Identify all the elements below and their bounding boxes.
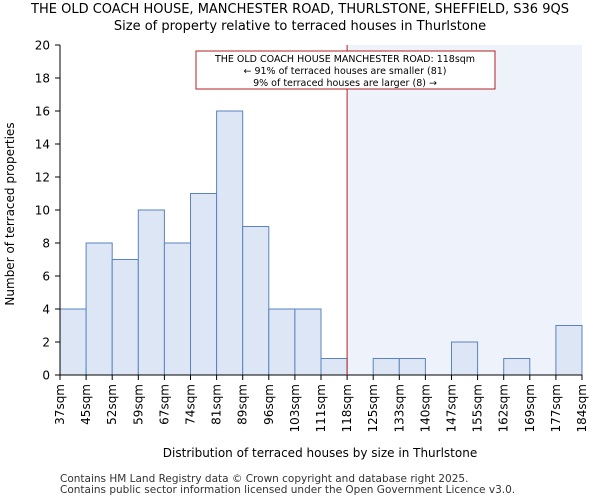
- x-tick-label: 133sqm: [392, 384, 406, 432]
- bar-111sqm: [320, 358, 348, 376]
- bar-125sqm: [372, 358, 400, 376]
- y-tick-label: 0: [42, 369, 50, 383]
- bar-147sqm: [451, 341, 479, 376]
- x-tick-label: 81sqm: [210, 384, 224, 425]
- bar-133sqm: [398, 358, 426, 376]
- x-tick-label: 177sqm: [549, 384, 563, 432]
- x-tick-label: 155sqm: [471, 384, 485, 432]
- bar-74sqm: [190, 193, 218, 376]
- y-tick-label: 4: [42, 303, 50, 317]
- x-tick-label: 147sqm: [445, 384, 459, 432]
- bar-37sqm: [59, 308, 87, 376]
- bar-67sqm: [163, 242, 191, 376]
- footer-line-1: Contains HM Land Registry data © Crown c…: [60, 473, 469, 485]
- annotation-line-3: 9% of terraced houses are larger (8) →: [253, 78, 437, 89]
- x-tick-label: 52sqm: [105, 384, 119, 425]
- y-tick-label: 16: [35, 105, 50, 119]
- y-tick-label: 6: [42, 270, 50, 284]
- y-tick-label: 10: [35, 204, 50, 218]
- bar-45sqm: [85, 242, 113, 376]
- x-tick-label: 184sqm: [575, 384, 589, 432]
- x-tick-label: 45sqm: [79, 384, 93, 425]
- annotation-line-1: THE OLD COACH HOUSE MANCHESTER ROAD: 118…: [214, 54, 475, 65]
- x-tick-label: 111sqm: [314, 384, 328, 432]
- x-tick-label: 169sqm: [523, 384, 537, 432]
- y-tick-label: 14: [35, 138, 50, 152]
- chart-subtitle: Size of property relative to terraced ho…: [113, 19, 487, 34]
- x-tick-label: 67sqm: [157, 384, 171, 425]
- bar-89sqm: [242, 226, 270, 376]
- x-tick-label: 140sqm: [418, 384, 432, 432]
- footer-line-2: Contains public sector information licen…: [60, 484, 516, 496]
- y-tick-label: 20: [35, 39, 50, 53]
- x-tick-label: 89sqm: [236, 384, 250, 425]
- bar-103sqm: [294, 308, 322, 376]
- bar-chart: 0 2 4 6 8 10 12 14 16 18 20 37sqm 45sqm 52sqm 59sqm 67…: [3, 39, 589, 461]
- x-tick-label: 59sqm: [131, 384, 145, 425]
- bar-81sqm: [216, 110, 244, 376]
- y-tick-label: 18: [35, 72, 50, 86]
- x-tick-label: 96sqm: [262, 384, 276, 425]
- annotation-line-2: ← 91% of terraced houses are smaller (81…: [243, 66, 446, 77]
- y-tick-label: 12: [35, 171, 50, 185]
- x-tick-label: 37sqm: [53, 384, 67, 425]
- x-axis-label: Distribution of terraced houses by size …: [163, 446, 477, 460]
- y-tick-label: 2: [42, 336, 50, 350]
- bar-96sqm: [268, 308, 296, 376]
- x-tick-label: 103sqm: [288, 384, 302, 432]
- x-tick-label: 162sqm: [497, 384, 511, 432]
- y-tick-label: 8: [42, 237, 50, 251]
- x-tick-label: 74sqm: [184, 384, 198, 425]
- larger-region-shade: [347, 45, 582, 375]
- annotation-box: [195, 50, 496, 90]
- bar-162sqm: [503, 358, 531, 376]
- chart-title: THE OLD COACH HOUSE, MANCHESTER ROAD, TH…: [31, 2, 569, 17]
- x-tick-label: 118sqm: [340, 384, 354, 432]
- bar-177sqm: [555, 325, 583, 376]
- bar-52sqm: [111, 259, 139, 376]
- x-tick-label: 125sqm: [366, 384, 380, 432]
- bar-59sqm: [137, 209, 165, 376]
- y-axis-label: Number of terraced properties: [3, 122, 17, 305]
